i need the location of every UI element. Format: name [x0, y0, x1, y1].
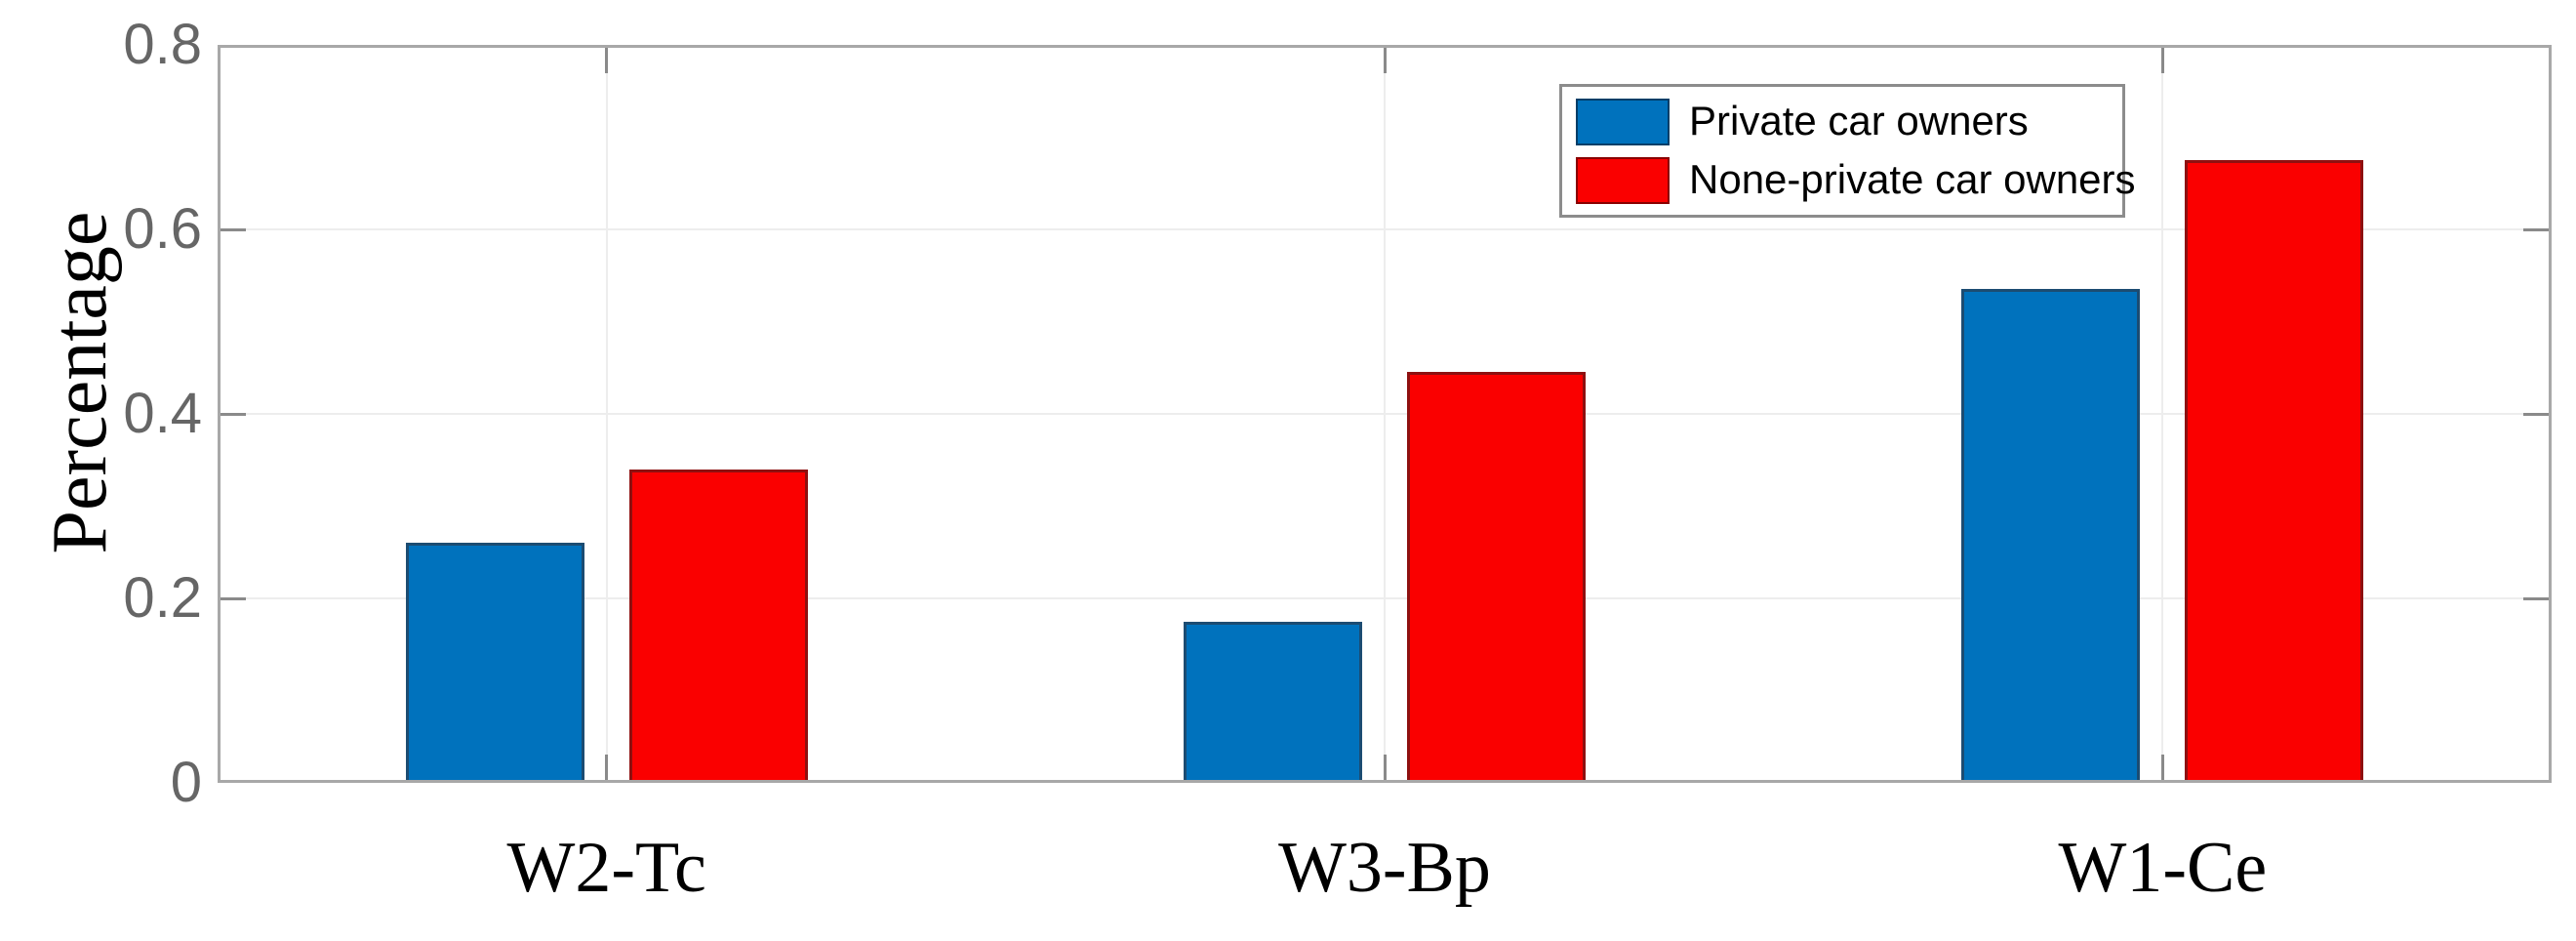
x-tick-bottom: [1383, 755, 1387, 780]
legend-swatch-icon: [1576, 98, 1670, 145]
legend-item: None-private car owners: [1576, 156, 2136, 204]
x-tick-top: [605, 48, 609, 73]
bar-series1-cat1: [1407, 372, 1586, 783]
y-axis-label: Percentage: [37, 211, 123, 554]
bar-series0-cat2: [1961, 289, 2141, 783]
bar-series0-cat0: [405, 543, 584, 783]
x-category-label: W2-Tc: [506, 828, 706, 908]
y-tick-label: 0: [170, 751, 202, 814]
y-tick-label: 0.8: [123, 13, 202, 76]
x-category-label: W3-Bp: [1278, 828, 1491, 908]
bar-series1-cat0: [628, 469, 808, 783]
legend: Private car owners None-private car owner…: [1559, 84, 2136, 218]
y-tick-right: [2523, 596, 2549, 600]
v-gridline: [2161, 45, 2164, 783]
y-tick-left: [221, 227, 246, 231]
legend-swatch-icon: [1576, 156, 1670, 204]
y-tick-right: [2523, 227, 2549, 231]
x-tick-top: [2160, 48, 2164, 73]
y-tick-left: [221, 412, 246, 416]
legend-label: Private car owners: [1689, 98, 2029, 144]
y-tick-label: 0.2: [123, 566, 202, 630]
bar-series0-cat1: [1184, 621, 1362, 783]
v-gridline: [1384, 45, 1386, 783]
y-tick-label: 0.4: [123, 382, 202, 445]
v-gridline: [605, 45, 608, 783]
x-category-label: W1-Ce: [2058, 828, 2268, 908]
x-tick-bottom: [2160, 755, 2164, 780]
x-tick-bottom: [605, 755, 609, 780]
bar-series1-cat2: [2185, 160, 2364, 783]
legend-item: Private car owners: [1576, 98, 2109, 145]
y-tick-label: 0.6: [123, 197, 202, 261]
x-tick-top: [1383, 48, 1387, 73]
y-tick-left: [221, 596, 246, 600]
legend-label: None-private car owners: [1689, 156, 2136, 203]
y-tick-right: [2523, 412, 2549, 416]
